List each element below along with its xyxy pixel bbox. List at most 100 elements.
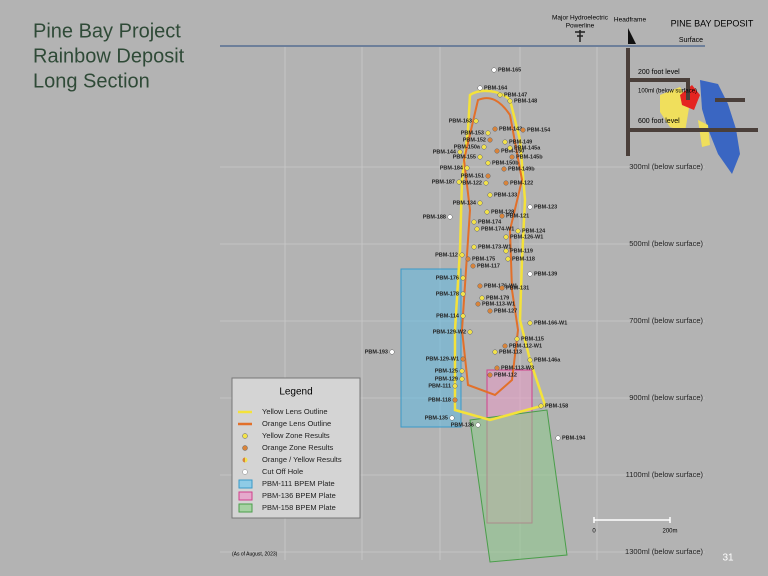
hole-marker (492, 126, 498, 132)
hole-label: PBM-118 (512, 256, 535, 262)
hole-marker (502, 139, 508, 145)
title-line: Rainbow Deposit (33, 45, 185, 67)
hole-label: PBM-148 (514, 98, 537, 104)
hole-marker (471, 219, 477, 225)
hole-label: PBM-175 (472, 256, 495, 262)
depth-label: 900ml (below surface) (629, 393, 703, 402)
hole-marker (487, 308, 493, 314)
hole-label: PBM-131 (506, 285, 529, 291)
hole-marker (471, 244, 477, 250)
hole-label: PBM-188 (423, 214, 446, 220)
headframe-label: Headframe (614, 17, 647, 24)
legend-label: PBM-136 BPEM Plate (262, 491, 336, 500)
hole-label: PBM-149 (509, 139, 532, 145)
legend-label: PBM-158 BPEM Plate (262, 503, 336, 512)
hole-marker (475, 422, 481, 428)
inset-level: 200 foot level (638, 69, 680, 76)
hole-marker (459, 368, 465, 374)
hole-marker (456, 179, 462, 185)
hole-marker (527, 357, 533, 363)
hole-marker (494, 365, 500, 371)
hole-label: PBM-165 (498, 67, 521, 73)
hole-label: PBM-117 (477, 263, 500, 269)
hole-label: PBM-178 (436, 291, 459, 297)
hole-label: PBM-122 (459, 180, 482, 186)
hole-marker (499, 285, 505, 291)
hole-marker (515, 228, 521, 234)
hole-label: PBM-147 (504, 92, 527, 98)
hole-marker (509, 154, 515, 160)
legend-symbol (238, 479, 253, 489)
hole-label: PBM-127 (494, 308, 517, 314)
hole-marker (514, 336, 520, 342)
hole-label: PBM-149b (508, 166, 535, 172)
hole-marker (474, 226, 480, 232)
hole-marker (502, 343, 508, 349)
hole-marker (447, 214, 453, 220)
hole-label: PBM-187 (432, 179, 455, 185)
hole-marker (477, 200, 483, 206)
legend-symbol (238, 491, 253, 501)
hole-label: PBM-136 (451, 422, 474, 428)
hole-marker (501, 166, 507, 172)
hole-marker (467, 329, 473, 335)
hole-marker (507, 98, 513, 104)
hole-marker (449, 415, 455, 421)
hole-label: PBM-174-W1 (481, 226, 514, 232)
hole-marker (520, 127, 526, 133)
hole-label: PBM-133 (494, 192, 517, 198)
hole-marker (527, 204, 533, 210)
hole-label: PBM-113-W1 (482, 301, 515, 307)
hole-marker (492, 349, 498, 355)
hole-label: PBM-135 (425, 415, 448, 421)
hole-label: PBM-179 (486, 295, 509, 301)
hole-label: PBM-123 (534, 204, 557, 210)
hole-marker (483, 180, 489, 186)
hole-label: PBM-112 (435, 252, 458, 258)
inset (626, 48, 758, 174)
hole-marker (491, 67, 497, 73)
hole-label: PBM-129-W1 (426, 356, 459, 362)
hole-marker (485, 130, 491, 136)
legend-symbol (238, 503, 253, 513)
hole-label: PBM-128 (491, 209, 514, 215)
hole-label: PBM-122 (510, 180, 533, 186)
hole-marker (538, 403, 544, 409)
plate-158 (469, 409, 568, 563)
hole-label: PBM-146a (534, 357, 561, 363)
hole-marker (527, 271, 533, 277)
hole-marker (460, 291, 466, 297)
legend-label: Orange / Yellow Results (262, 455, 342, 464)
yellow-lens (453, 89, 547, 422)
hole-label: PBM-134 (453, 200, 477, 206)
hole-marker (459, 376, 465, 382)
hole-marker (503, 180, 509, 186)
hole-marker (477, 154, 483, 160)
hole-marker (477, 283, 483, 289)
hole-marker (452, 397, 458, 403)
hole-marker (485, 160, 491, 166)
hole-marker (460, 275, 466, 281)
scale-label: 200m (662, 529, 677, 535)
hole-label: PBM-113 (499, 349, 522, 355)
hole-marker (459, 252, 465, 258)
inset-title: PINE BAY DEPOSIT (671, 18, 754, 28)
scale-label: 0 (592, 529, 596, 535)
headframe-icon (628, 28, 636, 44)
hole-label: PBM-125 (435, 368, 458, 374)
hole-marker (507, 145, 513, 151)
hole-marker (457, 149, 463, 155)
hole-marker (460, 356, 466, 362)
hole-marker (487, 372, 493, 378)
title-line: Pine Bay Project (33, 20, 181, 42)
hole-label: PBM-129-W2 (433, 329, 466, 335)
powerline-icon (575, 30, 585, 42)
plate-111 (400, 268, 462, 428)
legend-symbol (242, 457, 245, 463)
surface-label: Surface (679, 37, 703, 44)
hole-label: PBM-166-W1 (534, 320, 567, 326)
powerline-label: Major Hydroelectric (552, 15, 609, 22)
hole-label: PBM-155 (453, 154, 476, 160)
hole-marker (481, 144, 487, 150)
